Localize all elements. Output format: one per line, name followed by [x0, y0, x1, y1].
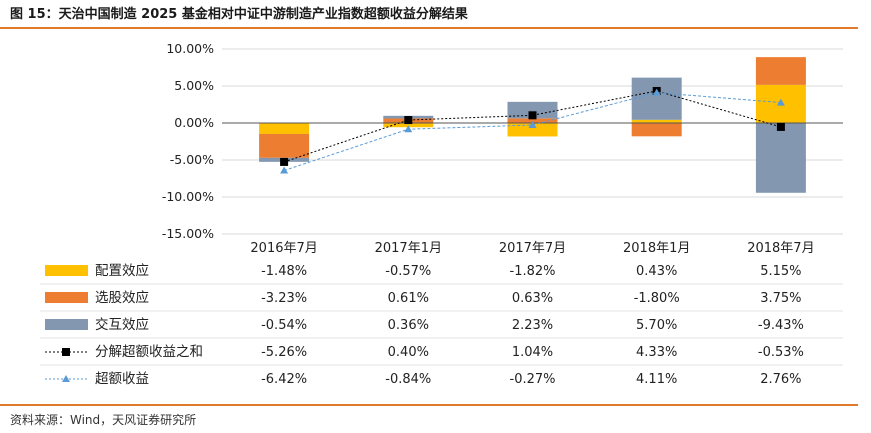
legend-label: 选股效应: [95, 289, 149, 306]
table-cell: -1.48%: [261, 264, 307, 279]
legend-swatch: [45, 292, 88, 303]
table-cell: 0.43%: [636, 264, 677, 279]
x-category-label: 2016年7月: [250, 241, 317, 256]
y-tick-label: 10.00%: [166, 41, 214, 56]
data-point: [280, 157, 289, 166]
table-cell: -5.26%: [261, 345, 307, 360]
data-point: [404, 125, 413, 133]
page-title: 图 15：天治中国制造 2025 基金相对中证中游制造产业指数超额收益分解结果: [10, 7, 468, 22]
table-cell: 5.15%: [760, 264, 801, 279]
bar-segment: [507, 118, 558, 123]
legend-label: 配置效应: [95, 262, 149, 279]
data-point: [776, 122, 785, 131]
legend-swatch: [45, 265, 88, 276]
y-tick-label: 0.00%: [174, 115, 214, 130]
bar-segment: [755, 123, 806, 193]
bar-segment: [507, 123, 558, 137]
table-cell: -1.82%: [510, 264, 556, 279]
table-cell: 2.23%: [512, 318, 553, 333]
table-cell: 4.33%: [636, 345, 677, 360]
table-cell: 2.76%: [760, 372, 801, 387]
table-cell: -3.23%: [261, 291, 307, 306]
table-row: 交互效应 -0.54% 0.36% 2.23% 5.70% -9.43%: [45, 316, 804, 333]
table-row: 选股效应 -3.23% 0.61% 0.63% -1.80% 3.75%: [45, 289, 802, 306]
table-row: 超额收益 -6.42% -0.84% -0.27% 4.11% 2.76%: [45, 371, 802, 387]
table-cell: 0.36%: [388, 318, 429, 333]
bar-segment: [259, 123, 310, 134]
table-row: 分解超额收益之和 -5.26% 0.40% 1.04% 4.33% -0.53%: [45, 344, 804, 360]
bar-segment: [631, 123, 682, 137]
bar-segment: [259, 133, 310, 158]
bar-segment: [507, 101, 558, 119]
y-tick-label: -5.00%: [170, 152, 214, 167]
x-category-label: 2018年1月: [623, 241, 690, 256]
legend-label: 分解超额收益之和: [95, 344, 203, 360]
source-note: 资料来源：Wind，天风证券研究所: [10, 413, 197, 427]
table-cell: -0.53%: [758, 345, 804, 360]
legend-marker: [62, 375, 70, 382]
x-category-label: 2018年7月: [747, 241, 814, 256]
title-rule: [0, 27, 858, 29]
table-cell: 0.61%: [388, 291, 429, 306]
source-rule: [0, 404, 858, 406]
bar-segment: [755, 57, 806, 85]
x-category-label: 2017年1月: [375, 241, 442, 256]
legend-label: 交互效应: [95, 316, 149, 333]
y-tick-label: -10.00%: [162, 189, 214, 204]
table-cell: -6.42%: [261, 372, 307, 387]
table-cell: -0.27%: [510, 372, 556, 387]
data-point: [404, 116, 413, 125]
bar-segment: [383, 123, 434, 128]
legend-marker: [62, 348, 70, 356]
table-cell: 5.70%: [636, 318, 677, 333]
data-point: [652, 88, 661, 96]
bar-segment: [631, 77, 682, 120]
x-category-label: 2017年7月: [499, 241, 566, 256]
chart: -15.00% -10.00% -5.00% 0.00% 5.00% 10.00% 201…: [40, 41, 843, 387]
table-row: 配置效应 -1.48% -0.57% -1.82% 0.43% 5.15%: [45, 262, 802, 279]
y-tick-label: 5.00%: [174, 78, 214, 93]
table-cell: 4.11%: [636, 372, 677, 387]
data-point: [280, 166, 289, 174]
table-cell: -1.80%: [634, 291, 680, 306]
table-cell: 1.04%: [512, 345, 553, 360]
table-cell: 0.63%: [512, 291, 553, 306]
bar-segment: [631, 119, 682, 123]
legend-swatch: [45, 319, 88, 330]
table-cell: -0.84%: [385, 372, 431, 387]
table-cell: -9.43%: [758, 318, 804, 333]
table-cell: -0.54%: [261, 318, 307, 333]
data-point: [528, 120, 537, 128]
y-tick-label: -15.00%: [162, 226, 214, 241]
series-line: [283, 90, 782, 163]
table-cell: 0.40%: [388, 345, 429, 360]
data-point: [528, 111, 537, 120]
table-cell: -0.57%: [385, 264, 431, 279]
table-cell: 3.75%: [760, 291, 801, 306]
legend-label: 超额收益: [95, 371, 149, 387]
data-point: [776, 98, 785, 106]
